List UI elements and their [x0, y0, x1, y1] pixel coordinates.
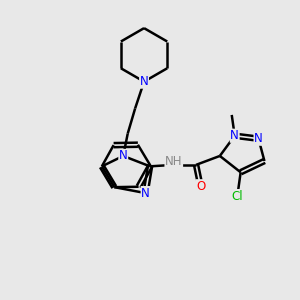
Text: N: N [141, 187, 150, 200]
Text: O: O [196, 180, 205, 193]
Text: N: N [119, 149, 128, 162]
Text: N: N [230, 129, 239, 142]
Text: NH: NH [165, 155, 182, 168]
Text: N: N [140, 75, 148, 88]
Text: Cl: Cl [232, 190, 244, 202]
Text: N: N [254, 132, 263, 145]
